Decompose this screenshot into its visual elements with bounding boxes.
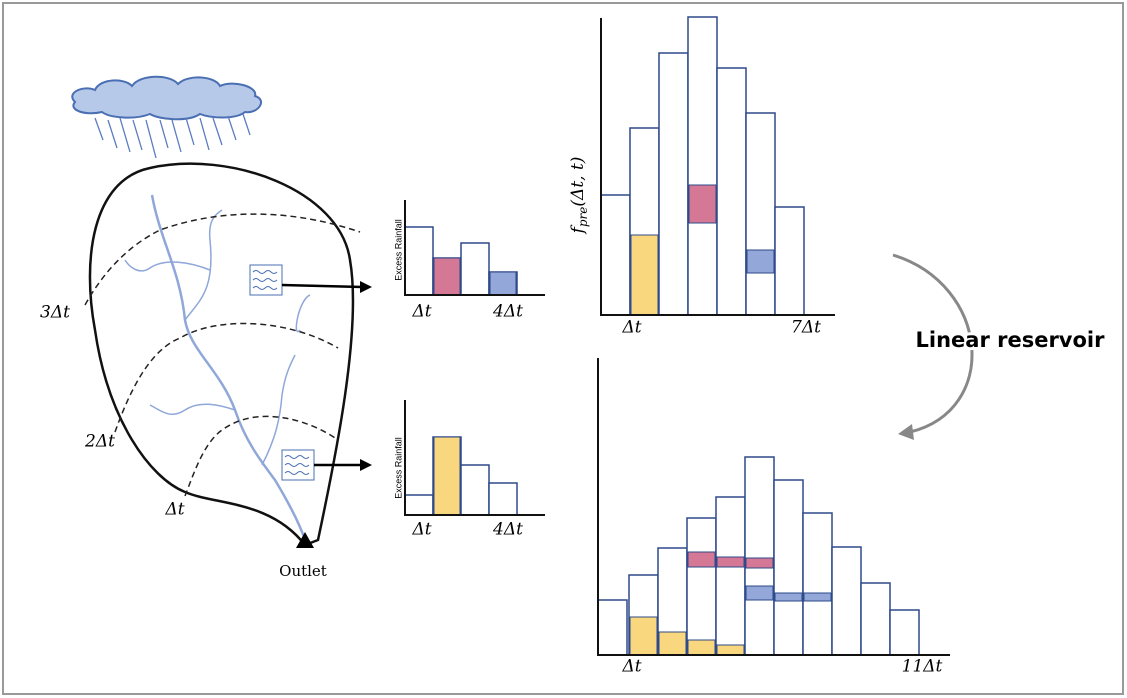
bar (460, 464, 490, 516)
axes (597, 358, 950, 656)
x-label: 4Δt (492, 520, 523, 540)
bar (773, 479, 804, 656)
bar (658, 52, 689, 316)
bar-fill (803, 592, 832, 602)
x-label: 4Δt (492, 302, 523, 322)
bar (686, 517, 717, 656)
bar (860, 582, 891, 656)
bar-fill (716, 556, 745, 568)
x-label: Δt (411, 520, 431, 540)
bar (745, 112, 776, 316)
bar (488, 482, 518, 516)
x-label: 11Δt (902, 657, 943, 677)
transform-arrow (892, 253, 974, 434)
bar-fill (658, 631, 687, 656)
axes (404, 400, 545, 516)
bar (404, 226, 434, 296)
x-label: Δt (621, 657, 641, 677)
y-label: Excess Rainfall (393, 437, 403, 499)
y-label-args: (Δt, t) (568, 157, 588, 207)
bar-fill (687, 551, 716, 568)
bar (744, 456, 775, 656)
arrow-head (898, 424, 914, 440)
bar-fill (716, 644, 745, 656)
bar-fill (688, 184, 717, 224)
bar (774, 206, 805, 316)
bar (687, 16, 718, 316)
cloud (71, 75, 262, 159)
isochrone-label: 3Δt (40, 303, 70, 323)
y-label: fpre(Δt, t) (568, 157, 590, 236)
x-label: 7Δt (791, 318, 821, 338)
bar-fill (433, 257, 461, 296)
bar (715, 496, 746, 656)
transform-label: Linear reservoir (916, 328, 1106, 352)
bar (600, 194, 631, 316)
axes (404, 200, 545, 296)
axes (600, 18, 835, 316)
bar-fill (629, 616, 658, 656)
y-label-main: f (568, 224, 588, 235)
bar-fill (746, 249, 775, 274)
bar-fill (687, 639, 716, 656)
bar-fill (630, 234, 659, 316)
bar-fill (489, 271, 517, 296)
bar (460, 242, 490, 296)
isochrone-label: Δt (164, 500, 184, 520)
bar-fill (745, 557, 774, 569)
catchment (84, 162, 372, 548)
bar (404, 494, 434, 516)
x-label: Δt (411, 302, 431, 322)
y-label-sub: pre (576, 207, 590, 228)
bar-fill (774, 592, 803, 602)
y-label: Excess Rainfall (393, 219, 403, 281)
isochrone-label: 2Δt (84, 432, 115, 452)
bar (831, 546, 862, 656)
outlet-label: Outlet (279, 562, 327, 580)
bar-fill (433, 436, 461, 516)
bar (802, 512, 833, 656)
x-label: Δt (621, 318, 641, 338)
bar (597, 599, 628, 656)
bar (889, 609, 920, 656)
bar-fill (745, 585, 774, 601)
bar (716, 67, 747, 316)
